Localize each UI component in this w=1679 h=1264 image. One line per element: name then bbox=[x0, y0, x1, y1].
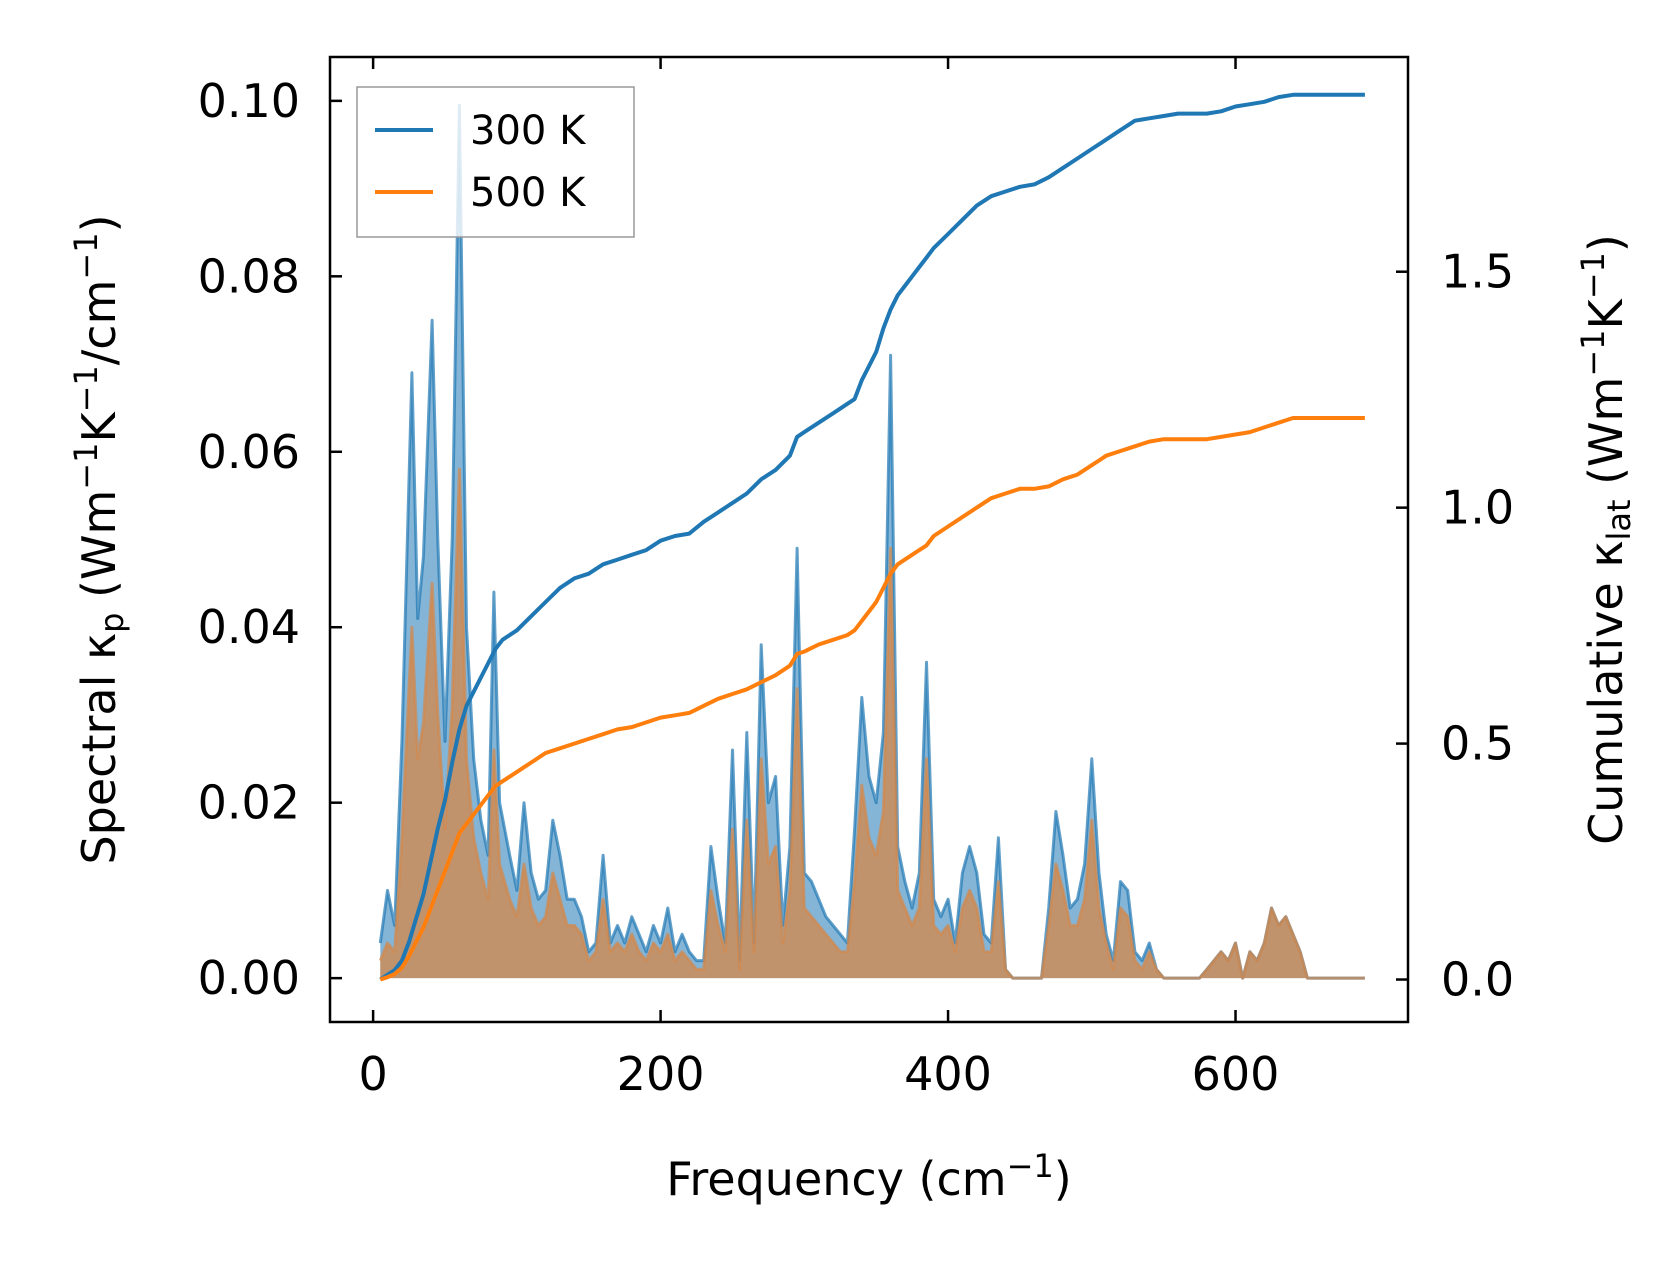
spectral-line-500k bbox=[378, 467, 1365, 980]
y-right-axis-label-part: (Wm bbox=[1579, 377, 1633, 500]
y-left-tick-label: 0.04 bbox=[198, 600, 300, 654]
y-left-axis-label-part: −1 bbox=[67, 232, 105, 279]
y-left-axis-label-part: (Wm bbox=[72, 490, 126, 613]
x-axis-label: Frequency (cm−1) bbox=[666, 1147, 1071, 1206]
y-right-axis-label-part: lat bbox=[1600, 500, 1638, 541]
plot-series bbox=[378, 92, 1365, 982]
y-left-tick-label: 0.08 bbox=[198, 249, 300, 303]
x-tick-label: 0 bbox=[358, 1047, 387, 1101]
y-left-axis-label-part: Spectral κ bbox=[72, 633, 126, 865]
y-left-tick-label: 0.06 bbox=[198, 425, 300, 479]
x-axis-label-part: ) bbox=[1054, 1152, 1072, 1206]
plot-frame bbox=[328, 55, 1410, 1024]
y-right-axis-label-part: K bbox=[1579, 297, 1633, 329]
y-left-axis-label-part: −1 bbox=[67, 443, 105, 490]
y-left-tick-label: 0.10 bbox=[198, 74, 300, 128]
axes: 0 200 400 600 0.00 0.02 0.04 0.06 0.08 0.10 0.0 0.5… bbox=[67, 55, 1638, 1206]
y-left-axis-label-part: −1 bbox=[67, 365, 105, 412]
y-left-tick-label: 0.00 bbox=[198, 951, 300, 1005]
y-right-axis-label-part: ) bbox=[1579, 234, 1633, 252]
y-left-axis-label-part: ) bbox=[72, 214, 126, 232]
x-axis-label-part: −1 bbox=[1007, 1147, 1054, 1185]
y-left-tick-label: 0.02 bbox=[198, 776, 300, 830]
cumulative-line-500k bbox=[379, 416, 1365, 982]
y-right-axis-label-part: −1 bbox=[1574, 252, 1612, 299]
y-right-axis-label: Cumulative κlat (Wm−1K−1) bbox=[1574, 234, 1638, 845]
y-left-axis-label-part: /cm bbox=[72, 280, 126, 366]
y-right-tick-label: 0.5 bbox=[1441, 717, 1514, 771]
y-left-axis-label-part: K bbox=[72, 411, 126, 443]
x-axis-label-part: Frequency (cm bbox=[666, 1152, 1006, 1206]
spectral-area-500k bbox=[380, 469, 1365, 979]
legend-box bbox=[356, 86, 635, 238]
y-left-axis-label-part: p bbox=[93, 613, 131, 633]
y-right-axis-label-part: Cumulative κ bbox=[1579, 541, 1633, 845]
x-tick-label: 400 bbox=[904, 1047, 992, 1101]
x-tick-label: 600 bbox=[1192, 1047, 1280, 1101]
y-right-tick-label: 1.5 bbox=[1441, 245, 1514, 299]
legend-label: 300 K bbox=[470, 108, 587, 154]
spectral-line-300k bbox=[378, 103, 1365, 980]
y-right-tick-label: 0.0 bbox=[1441, 953, 1514, 1007]
y-left-axis-label: Spectral κp (Wm−1K−1/cm−1) bbox=[67, 214, 131, 864]
legend-label: 500 K bbox=[470, 170, 587, 216]
legend: 300 K 500 K bbox=[356, 86, 635, 238]
y-right-axis-label-part: −1 bbox=[1574, 329, 1612, 376]
x-tick-label: 200 bbox=[617, 1047, 705, 1101]
cumulative-line-300k bbox=[379, 92, 1365, 982]
y-right-tick-label: 1.0 bbox=[1441, 481, 1514, 535]
